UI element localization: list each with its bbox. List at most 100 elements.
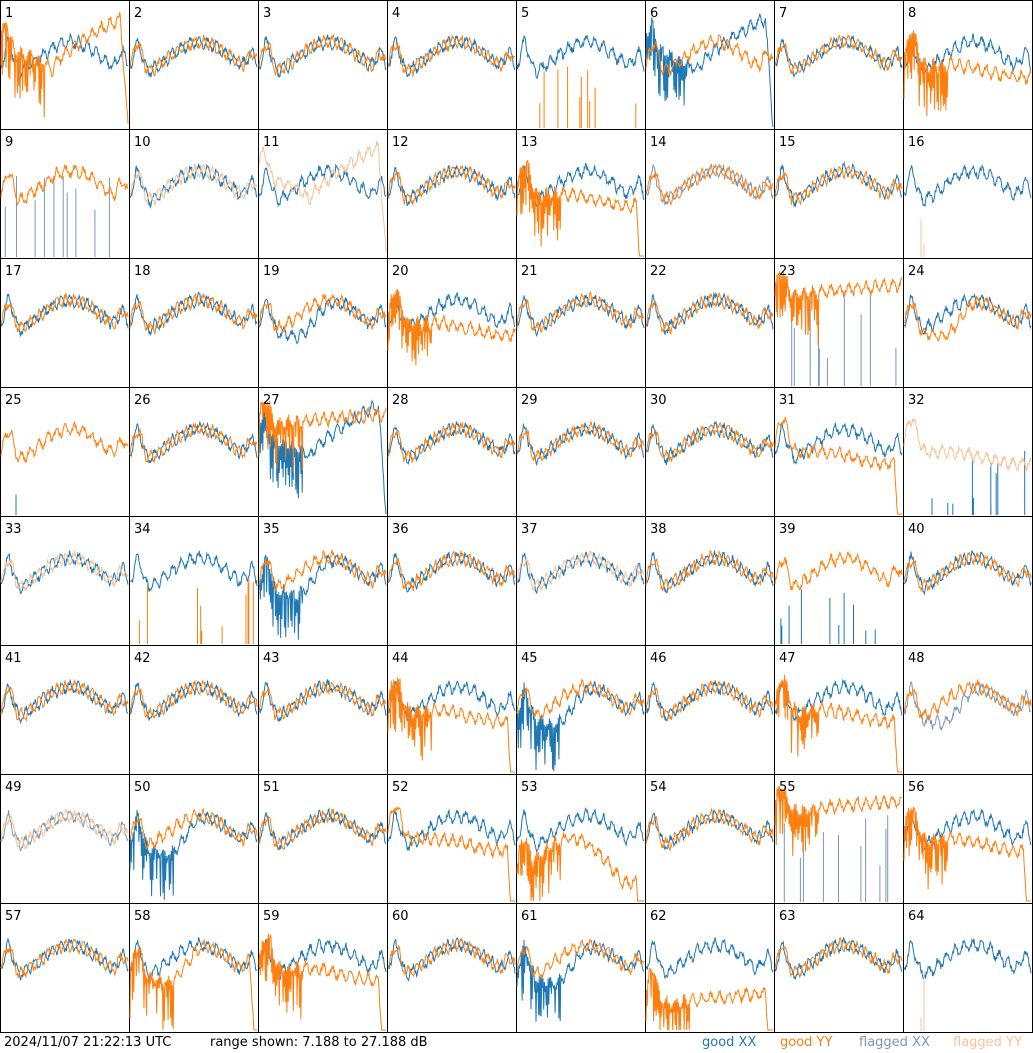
panel-7: 7	[774, 0, 904, 130]
panel-label: 60	[392, 909, 409, 924]
series-yy	[0, 12, 129, 125]
panel-33: 33	[0, 516, 130, 646]
panel-48: 48	[903, 645, 1033, 775]
series-xx	[129, 680, 258, 721]
series-xx	[903, 293, 1032, 335]
series-yy	[258, 681, 387, 721]
series-xx	[516, 35, 645, 80]
panel-6: 6	[645, 0, 775, 130]
series-yy	[258, 400, 387, 473]
series-xx	[258, 399, 387, 515]
panel-39: 39	[774, 516, 904, 646]
panel-44: 44	[387, 645, 517, 775]
panel-label: 64	[908, 909, 925, 924]
panel-23: 23	[774, 258, 904, 388]
panel-label: 31	[779, 393, 796, 408]
panel-label: 55	[779, 780, 796, 795]
panel-label: 10	[134, 135, 151, 150]
series-yy	[516, 420, 645, 462]
panel-51: 51	[258, 774, 388, 904]
panel-label: 23	[779, 264, 796, 279]
panel-13: 13	[516, 129, 646, 259]
series-xx	[387, 35, 516, 78]
panel-label: 6	[650, 6, 658, 21]
series-xx	[516, 680, 645, 772]
panel-12: 12	[387, 129, 517, 259]
panel-label: 33	[5, 522, 22, 537]
series-xx	[516, 422, 645, 467]
panel-label: 28	[392, 393, 409, 408]
series-xx	[516, 807, 645, 853]
series-yy	[258, 141, 387, 252]
series-yy	[129, 808, 258, 851]
series-yy	[903, 417, 1032, 472]
series-xx	[387, 937, 516, 982]
panel-30: 30	[645, 387, 775, 517]
series-xx	[903, 164, 1032, 207]
panel-16: 16	[903, 129, 1033, 259]
series-yy	[0, 938, 129, 979]
series-xx	[258, 553, 387, 640]
panel-29: 29	[516, 387, 646, 517]
panel-label: 11	[263, 135, 280, 150]
panel-57: 57	[0, 903, 130, 1033]
series-xx	[903, 550, 1032, 596]
panel-10: 10	[129, 129, 259, 259]
panel-label: 22	[650, 264, 667, 279]
series-xx	[129, 162, 258, 209]
panel-9: 9	[0, 129, 130, 259]
panel-19: 19	[258, 258, 388, 388]
panel-label: 30	[650, 393, 667, 408]
panel-25: 25	[0, 387, 130, 517]
legend-flagged-xx: flagged XX	[859, 1035, 930, 1050]
series-yy	[387, 677, 515, 773]
series-yy	[258, 293, 387, 334]
panel-label: 44	[392, 651, 409, 666]
series-xx	[774, 678, 903, 722]
panel-59: 59	[258, 903, 388, 1033]
series-yy	[645, 292, 774, 335]
panel-28: 28	[387, 387, 517, 517]
panel-5: 5	[516, 0, 646, 130]
series-yy	[645, 163, 774, 206]
panel-label: 63	[779, 909, 796, 924]
series-xx	[387, 421, 516, 465]
series-xx	[774, 161, 903, 208]
legend-flagged-yy: flagged YY	[953, 1035, 1022, 1050]
panel-26: 26	[129, 387, 259, 517]
panel-label: 27	[263, 393, 280, 408]
series-yy	[645, 807, 774, 852]
panel-label: 7	[779, 6, 787, 21]
series-xx	[645, 550, 774, 593]
panel-label: 8	[908, 6, 916, 21]
panel-label: 61	[521, 909, 538, 924]
panel-label: 4	[392, 6, 400, 21]
series-yy	[903, 295, 1032, 343]
panel-label: 19	[263, 264, 280, 279]
panel-label: 51	[263, 780, 280, 795]
panel-27: 27	[258, 387, 388, 517]
panel-label: 25	[5, 393, 22, 408]
panel-label: 62	[650, 909, 667, 924]
series-yy	[0, 808, 129, 850]
series-yy	[387, 550, 516, 592]
panel-label: 16	[908, 135, 925, 150]
panel-20: 20	[387, 258, 517, 388]
panel-label: 46	[650, 651, 667, 666]
panel-label: 47	[779, 651, 796, 666]
series-yy	[516, 938, 645, 979]
panel-label: 34	[134, 522, 151, 537]
panel-label: 45	[521, 651, 538, 666]
series-yy	[774, 786, 903, 857]
panel-label: 15	[779, 135, 796, 150]
panel-35: 35	[258, 516, 388, 646]
series-xx	[4, 175, 110, 257]
panel-label: 49	[5, 780, 22, 795]
panel-label: 54	[650, 780, 667, 795]
panel-34: 34	[129, 516, 259, 646]
series-xx	[516, 293, 645, 338]
series-xx	[0, 550, 129, 595]
panel-1: 1	[0, 0, 130, 130]
series-yy	[774, 551, 903, 591]
